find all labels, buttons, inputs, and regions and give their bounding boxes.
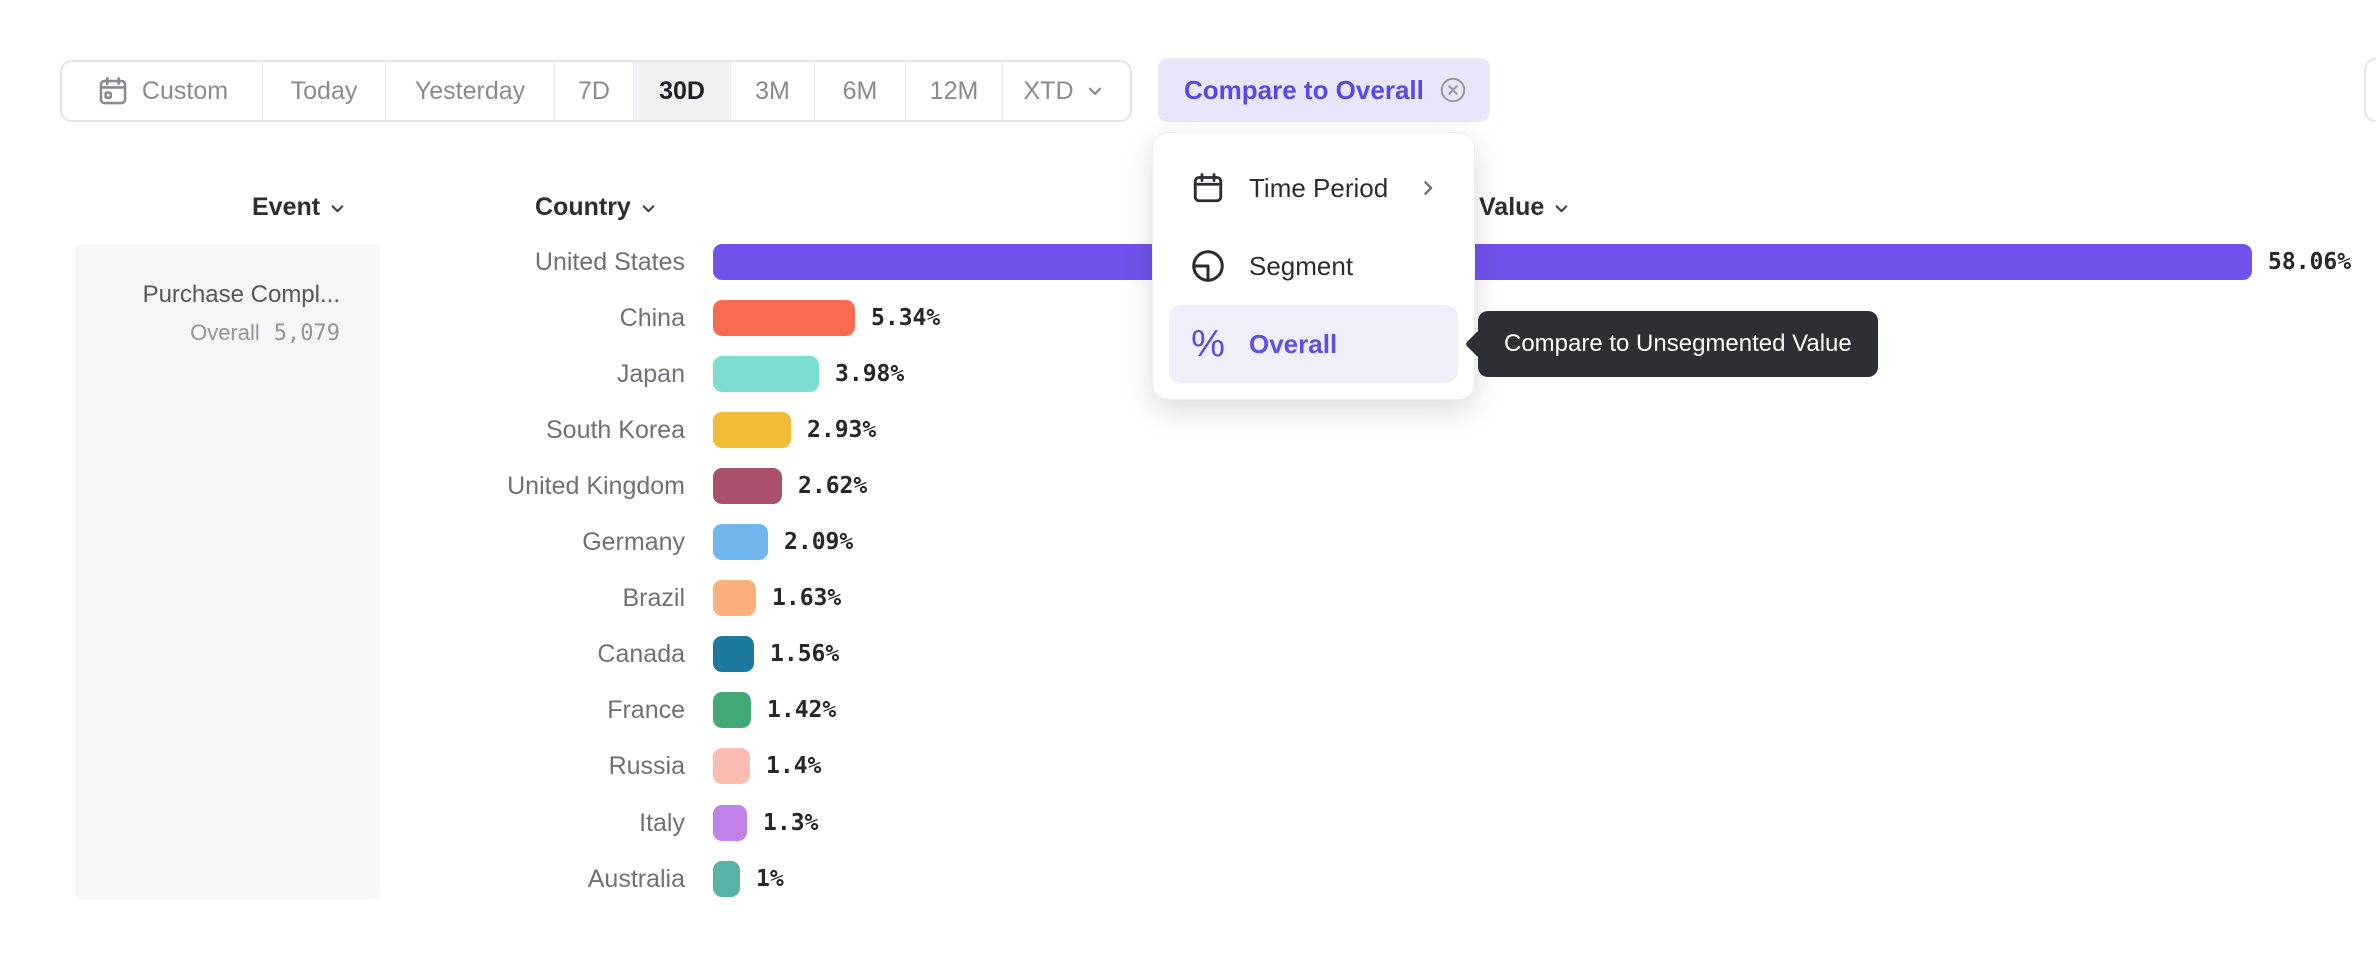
country-label: Australia xyxy=(587,864,685,893)
chevron-down-icon xyxy=(331,205,344,213)
bar-united-kingdom[interactable] xyxy=(713,468,782,505)
date-range-7d[interactable]: 7D xyxy=(555,62,634,120)
percent-icon: % xyxy=(1191,323,1225,365)
date-range-12m[interactable]: 12M xyxy=(906,62,1003,120)
calendar-icon xyxy=(99,76,127,105)
value-label: 1.42% xyxy=(767,697,837,724)
country-label: China xyxy=(619,304,685,333)
menu-item-segment[interactable]: Segment xyxy=(1169,227,1458,305)
date-range-label: Custom xyxy=(141,76,229,105)
bar-france[interactable] xyxy=(713,692,751,729)
value-label: 2.93% xyxy=(807,417,877,444)
event-overall-row: Overall 5,079 xyxy=(190,320,340,346)
value-label: 1.56% xyxy=(770,641,840,668)
date-range-xtd[interactable]: XTD xyxy=(1003,62,1124,120)
value-label: 58.06% xyxy=(2268,249,2352,275)
chevron-down-icon xyxy=(1088,87,1101,95)
compare-chip-label: Compare to Overall xyxy=(1184,74,1424,105)
bar-germany[interactable] xyxy=(713,524,768,561)
value-label: 1.3% xyxy=(763,809,819,836)
tooltip: Compare to Unsegmented Value xyxy=(1478,311,1878,377)
segment-icon xyxy=(1189,247,1227,285)
overall-label: Overall xyxy=(190,320,260,345)
event-card[interactable]: Purchase Compl... Overall 5,079 xyxy=(75,244,380,899)
compare-to-overall-chip[interactable]: Compare to Overall xyxy=(1158,58,1490,122)
date-range-today[interactable]: Today xyxy=(263,62,386,120)
country-label: Russia xyxy=(608,752,685,781)
date-range-yesterday[interactable]: Yesterday xyxy=(386,62,555,120)
country-label: Brazil xyxy=(622,584,685,613)
menu-item-time-period[interactable]: Time Period xyxy=(1169,149,1458,227)
value-label: 1% xyxy=(756,865,784,892)
value-label: 5.34% xyxy=(871,305,941,332)
date-range-toolbar: Custom Today Yesterday 7D 30D 3M 6M 12M … xyxy=(60,60,1132,122)
chevron-right-icon xyxy=(1424,181,1433,195)
value-label: 1.63% xyxy=(772,585,842,612)
calendar-icon xyxy=(1189,170,1227,206)
bar-italy[interactable] xyxy=(713,804,747,841)
country-label: Japan xyxy=(616,360,685,389)
bar-japan[interactable] xyxy=(713,356,819,393)
chevron-down-icon xyxy=(642,205,655,213)
column-header-value[interactable]: Value xyxy=(1479,192,1570,222)
value-label: 3.98% xyxy=(835,361,905,388)
value-label: 2.09% xyxy=(784,529,854,556)
overall-value: 5,079 xyxy=(273,321,340,346)
bar-canada[interactable] xyxy=(713,636,754,673)
clipped-toolbar-fragment xyxy=(2364,58,2376,122)
bar-china[interactable] xyxy=(713,300,855,337)
chevron-down-icon xyxy=(1555,205,1568,213)
date-range-custom[interactable]: Custom xyxy=(62,62,263,120)
column-header-country[interactable]: Country xyxy=(535,192,657,222)
value-label: 1.4% xyxy=(766,753,822,780)
remove-compare-icon[interactable] xyxy=(1438,75,1468,105)
country-label: Italy xyxy=(639,808,685,837)
bar-brazil[interactable] xyxy=(713,580,756,617)
bar-russia[interactable] xyxy=(713,748,750,785)
compare-dropdown-menu: Time Period Segment % Overall xyxy=(1152,132,1475,400)
column-header-event[interactable]: Event xyxy=(252,192,346,222)
bar-united-states[interactable] xyxy=(713,244,2252,280)
country-label: United Kingdom xyxy=(507,472,685,501)
date-range-3m[interactable]: 3M xyxy=(731,62,815,120)
date-range-6m[interactable]: 6M xyxy=(815,62,906,120)
country-label: Canada xyxy=(597,640,685,669)
country-label: United States xyxy=(534,248,685,276)
tooltip-text: Compare to Unsegmented Value xyxy=(1504,330,1852,357)
value-label: 2.62% xyxy=(798,473,868,500)
country-label: Germany xyxy=(582,528,685,557)
menu-item-overall[interactable]: % Overall xyxy=(1169,305,1458,383)
bar-australia[interactable] xyxy=(713,860,740,897)
country-label: South Korea xyxy=(546,416,685,445)
bar-south-korea[interactable] xyxy=(713,412,791,449)
country-label: France xyxy=(607,696,685,725)
event-name: Purchase Compl... xyxy=(142,281,340,308)
date-range-30d[interactable]: 30D xyxy=(634,62,731,120)
